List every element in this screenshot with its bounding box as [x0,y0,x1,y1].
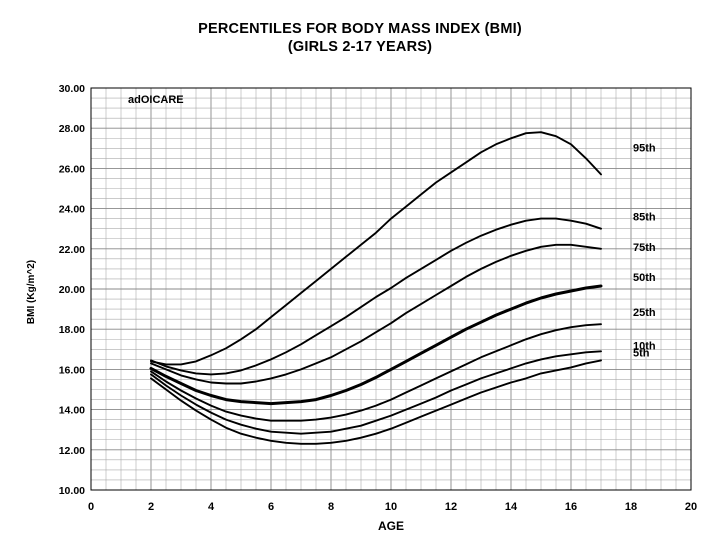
series-label-75th: 75th [633,242,656,254]
series-line-75th [150,243,602,385]
x-tick-label: 18 [625,501,637,513]
x-tick-label: 0 [88,501,94,513]
x-tick-label: 20 [685,501,697,513]
y-tick-label: 26.00 [59,163,85,175]
x-axis-label: AGE [378,519,404,533]
series-line-5th [150,359,602,445]
y-tick-label: 20.00 [59,284,85,296]
y-tick-label: 24.00 [59,204,85,216]
y-tick-label: 16.00 [59,364,85,376]
series-lines [149,131,603,445]
chart-title-line2: (GIRLS 2-17 YEARS) [287,39,433,55]
watermark-text: adOICARE [128,94,184,106]
x-tick-label: 2 [148,501,154,513]
y-tick-label: 10.00 [59,485,85,497]
grid [90,87,692,491]
x-tick-label: 6 [268,501,274,513]
chart-title-line1: PERCENTILES FOR BODY MASS INDEX (BMI) [198,21,522,37]
series-label-95th: 95th [633,142,656,154]
series-line-95th [150,131,602,366]
y-axis-label: BMI (Kg/m^2) [26,260,37,324]
x-tick-label: 16 [565,501,577,513]
series-label-10th: 10th [633,340,656,352]
y-tick-label: 18.00 [59,324,85,336]
x-tick-label: 10 [385,501,397,513]
series-line-25th [150,323,602,422]
series-label-85th: 85th [633,212,656,224]
x-tick-label: 8 [328,501,334,513]
y-tick-label: 22.00 [59,244,85,256]
series-line-10th [150,350,602,435]
axis-ticks: 0 2 4 6 8 10 12 14 16 18 20 10.00 12.00 14.00 16.00 18.… [59,83,697,513]
series-line-85th [150,217,602,376]
y-tick-label: 14.00 [59,405,85,417]
y-tick-label: 28.00 [59,123,85,135]
y-tick-label: 12.00 [59,445,85,457]
series-label-5th: 5th [633,347,650,359]
x-tick-label: 4 [208,501,215,513]
series-label-50th: 50th [633,272,656,284]
x-tick-label: 14 [505,501,518,513]
series-line-50th [149,284,603,406]
x-tick-label: 12 [445,501,457,513]
y-tick-label: 30.00 [59,83,85,95]
plot-frame [90,87,692,491]
series-label-25th: 25th [633,307,656,319]
